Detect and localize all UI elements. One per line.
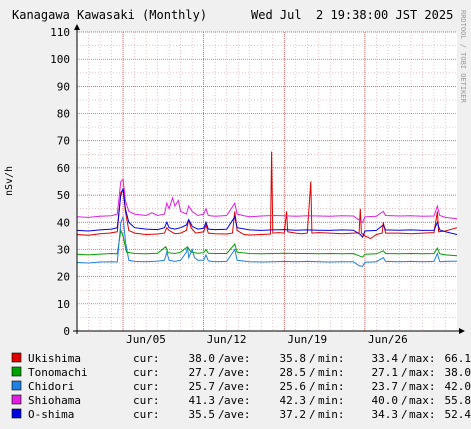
legend-separator: / [218,408,225,421]
legend-ave-value-tonomachi: 28.5 [280,366,307,379]
y-tick-label: 20 [57,271,70,284]
legend-separator: / [401,352,408,365]
legend-max-value-shiohama: 55.8 [445,394,471,407]
legend-cur-value-chidori: 25.7 [189,380,216,393]
y-tick-label: 80 [57,108,70,121]
legend-name-tonomachi: Tonomachi [28,366,88,379]
legend-cur-value-o-shima: 35.5 [189,408,216,421]
legend-min-label-shiohama: min: [318,394,345,407]
legend-max-value-chidori: 42.0 [445,380,471,393]
legend-separator: / [401,394,408,407]
legend-name-ukishima: Ukishima [28,352,81,365]
legend-min-label-tonomachi: min: [318,366,345,379]
legend-ave-value-o-shima: 37.2 [280,408,307,421]
y-tick-label: 70 [57,135,70,148]
legend-ave-value-ukishima: 35.8 [280,352,307,365]
legend-separator: / [309,366,316,379]
legend-cur-label-chidori: cur: [133,380,160,393]
legend-swatch-tonomachi [12,367,21,376]
y-tick-label: 110 [50,26,70,39]
y-tick-label: 30 [57,243,70,256]
legend-name-chidori: Chidori [28,380,74,393]
legend-separator: / [309,408,316,421]
legend-separator: / [218,366,225,379]
legend-swatch-o-shima [12,409,21,418]
x-tick-label: Jun/12 [207,333,247,346]
x-tick-label: Jun/19 [287,333,327,346]
legend-min-value-ukishima: 33.4 [372,352,399,365]
legend-ave-label-tonomachi: ave: [224,366,251,379]
legend-max-label-tonomachi: max: [409,366,436,379]
x-tick-label: Jun/05 [126,333,166,346]
legend-min-value-tonomachi: 27.1 [372,366,399,379]
legend-max-value-o-shima: 52.4 [445,408,471,421]
legend-separator: / [401,408,408,421]
legend-separator: / [309,394,316,407]
y-tick-label: 0 [63,325,70,338]
legend-max-value-ukishima: 66.1 [445,352,471,365]
legend-swatch-chidori [12,381,21,390]
legend-separator: / [401,366,408,379]
y-axis-label: nSv/h [4,166,15,196]
legend-cur-label-shiohama: cur: [133,394,160,407]
legend-min-value-shiohama: 40.0 [372,394,399,407]
legend-min-label-ukishima: min: [318,352,345,365]
legend-max-label-chidori: max: [409,380,436,393]
legend-min-label-o-shima: min: [318,408,345,421]
legend-ave-label-shiohama: ave: [224,394,251,407]
legend-min-value-o-shima: 34.3 [372,408,399,421]
legend-swatch-shiohama [12,395,21,404]
legend-separator: / [309,380,316,393]
legend-cur-label-ukishima: cur: [133,352,160,365]
legend-separator: / [218,394,225,407]
legend-max-label-shiohama: max: [409,394,436,407]
legend-separator: / [218,352,225,365]
legend-min-label-chidori: min: [318,380,345,393]
legend-separator: / [401,380,408,393]
legend-max-value-tonomachi: 38.0 [445,366,471,379]
legend-max-label-ukishima: max: [409,352,436,365]
legend-ave-label-chidori: ave: [224,380,251,393]
legend-min-value-chidori: 23.7 [372,380,399,393]
legend-cur-label-o-shima: cur: [133,408,160,421]
y-tick-label: 90 [57,80,70,93]
y-tick-label: 50 [57,189,70,202]
legend-ave-label-o-shima: ave: [224,408,251,421]
y-tick-label: 60 [57,162,70,175]
y-tick-label: 100 [50,53,70,66]
legend-swatch-ukishima [12,353,21,362]
legend-name-shiohama: Shiohama [28,394,81,407]
legend-ave-label-ukishima: ave: [224,352,251,365]
x-tick-label: Jun/26 [368,333,408,346]
legend-ave-value-chidori: 25.6 [280,380,307,393]
legend-cur-value-tonomachi: 27.7 [189,366,216,379]
y-tick-label: 10 [57,298,70,311]
watermark: RRDTOOL / TOBI OETIKER [459,10,467,104]
y-tick-label: 40 [57,216,70,229]
legend-name-o-shima: O-shima [28,408,74,421]
legend-cur-value-ukishima: 38.0 [189,352,216,365]
legend-max-label-o-shima: max: [409,408,436,421]
chart-timestamp: Wed Jul 2 19:38:00 JST 2025 [251,8,453,22]
legend-separator: / [309,352,316,365]
legend-separator: / [218,380,225,393]
legend-cur-label-tonomachi: cur: [133,366,160,379]
legend-ave-value-shiohama: 42.3 [280,394,307,407]
legend-cur-value-shiohama: 41.3 [189,394,216,407]
chart-title: Kanagawa Kawasaki (Monthly) [12,8,207,22]
